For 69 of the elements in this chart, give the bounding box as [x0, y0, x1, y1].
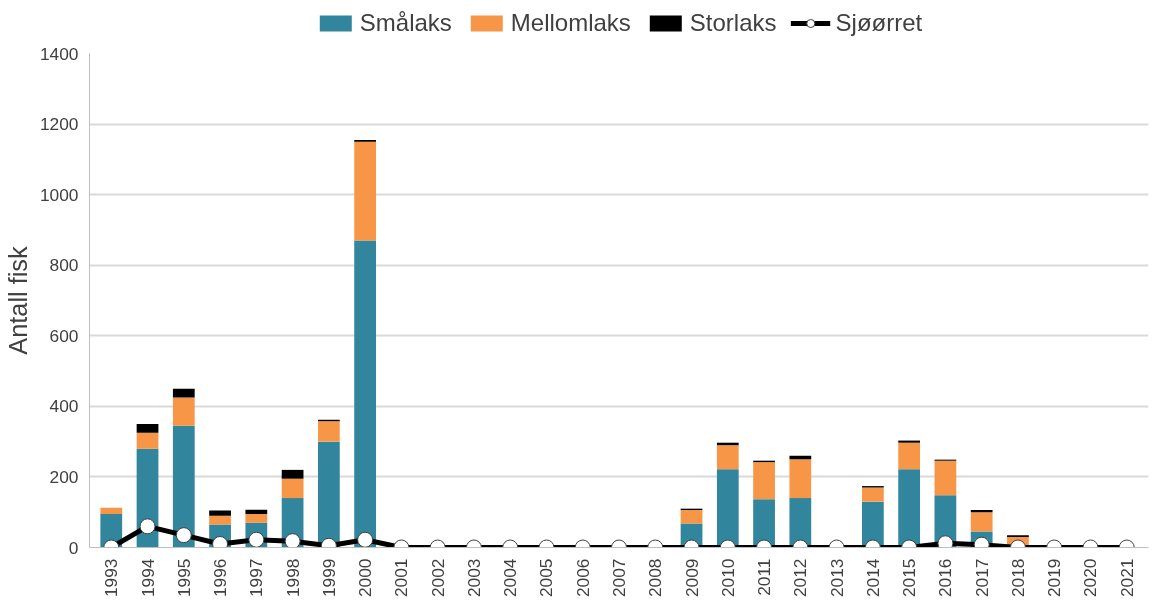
- x-tick-label: 2004: [500, 558, 521, 598]
- bar: [317, 421, 340, 442]
- x-tick-label: 2003: [463, 558, 484, 598]
- bar: [354, 141, 377, 241]
- bar: [716, 469, 739, 548]
- y-axis-title: Antall fisk: [3, 245, 32, 355]
- bar: [898, 440, 921, 443]
- x-tick-label: 1996: [210, 558, 231, 598]
- legend-label: Storlaks: [689, 8, 777, 37]
- bar: [209, 510, 231, 516]
- x-tick-label: 2010: [717, 558, 738, 598]
- y-tick-label: 600: [49, 325, 79, 346]
- bar: [100, 507, 123, 514]
- x-tick-label: 2019: [1044, 558, 1065, 598]
- bar: [716, 445, 739, 470]
- bar: [209, 515, 231, 525]
- bar: [354, 240, 377, 548]
- bar: [680, 510, 703, 524]
- bar: [281, 478, 304, 499]
- x-tick-label: 2016: [935, 558, 956, 598]
- bar: [245, 513, 268, 523]
- y-tick-label: 400: [49, 396, 79, 417]
- x-tick-label: 2009: [681, 558, 702, 598]
- y-tick-label: 1000: [39, 184, 79, 205]
- bar: [898, 469, 921, 548]
- y-tick-label: 800: [49, 255, 79, 276]
- bar: [245, 509, 268, 514]
- y-tick-label: 1400: [39, 43, 79, 64]
- x-tick-label: 2021: [1116, 558, 1137, 598]
- bar: [281, 469, 304, 479]
- legend-label: Smålaks: [359, 8, 452, 37]
- y-tick-label: 1200: [39, 114, 79, 135]
- legend-label: Sjøørret: [835, 8, 923, 37]
- bar: [753, 462, 775, 500]
- x-tick-label: 2008: [645, 558, 666, 598]
- bar: [934, 460, 957, 496]
- x-tick-label: 2006: [572, 558, 593, 598]
- bar: [172, 397, 195, 426]
- x-tick-label: 1993: [101, 558, 122, 598]
- x-tick-label: 1998: [282, 558, 303, 598]
- x-tick-label: 2012: [790, 558, 811, 598]
- bar: [970, 510, 993, 513]
- bar: [172, 425, 195, 548]
- bar: [789, 459, 812, 499]
- x-tick-label: 2013: [826, 558, 847, 598]
- bar: [136, 424, 159, 433]
- bar: [861, 487, 884, 502]
- x-tick-label: 2000: [355, 558, 376, 598]
- x-tick-label: 1999: [318, 558, 339, 598]
- y-tick-label: 200: [49, 466, 79, 487]
- bar: [172, 388, 195, 398]
- bar: [898, 442, 921, 470]
- x-tick-label: 2011: [754, 558, 775, 596]
- x-tick-label: 2001: [391, 558, 412, 598]
- x-tick-label: 2017: [971, 558, 992, 598]
- x-tick-label: 1997: [246, 558, 267, 598]
- x-tick-label: 2018: [1007, 558, 1028, 598]
- bar: [970, 512, 993, 532]
- x-tick-label: 2007: [609, 558, 629, 598]
- x-tick-label: 2014: [862, 558, 883, 598]
- bar: [136, 432, 159, 449]
- x-tick-label: 1995: [173, 558, 194, 598]
- x-tick-label: 2002: [427, 558, 448, 598]
- y-tick-label: 0: [68, 537, 79, 558]
- x-tick-label: 2020: [1080, 558, 1101, 598]
- x-tick-label: 1994: [137, 558, 158, 598]
- x-tick-label: 2015: [899, 558, 920, 598]
- legend-label: Mellomlaks: [510, 8, 631, 37]
- x-tick-label: 2005: [536, 558, 557, 598]
